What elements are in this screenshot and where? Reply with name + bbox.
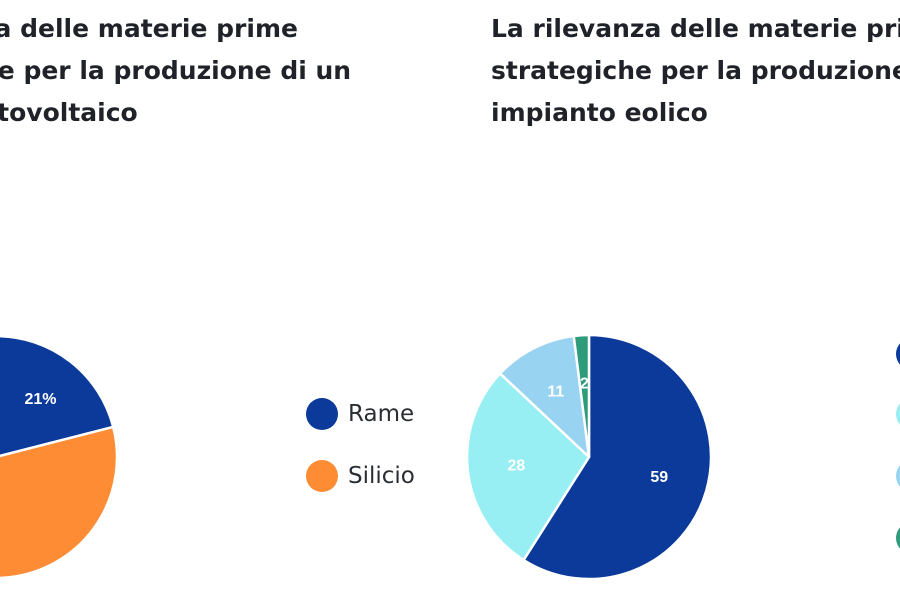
pie-1-slice-0[interactable] — [522, 333, 713, 581]
legend-item-rame[interactable]: Rame — [306, 398, 414, 430]
legend-dot — [896, 522, 900, 554]
pie-0-slice-0[interactable] — [0, 334, 115, 458]
title-line: za delle materie prime — [0, 14, 298, 43]
pie-1-slice-3[interactable] — [572, 333, 591, 459]
legend-dot — [306, 398, 338, 430]
title-line: La rilevanza delle materie prim — [491, 14, 900, 43]
pie-1-slice-1[interactable] — [465, 372, 591, 562]
legend-dot — [896, 338, 900, 370]
legend-label: Rame — [348, 401, 415, 427]
legend-item-wind-1[interactable] — [896, 338, 900, 370]
title-line: impianto eolico — [491, 98, 708, 127]
title-line: he per la produzione di un — [0, 56, 352, 85]
legend-item-wind-3[interactable] — [896, 460, 900, 492]
pie-1-slice-2-label: 11 — [547, 383, 564, 400]
legend-item-wind-2[interactable] — [896, 398, 900, 430]
pie-0-slice-0-label: 21% — [24, 391, 56, 408]
legend-label: Silicio — [348, 463, 415, 489]
legend-dot — [896, 460, 900, 492]
title-line: strategiche per la produzione — [491, 56, 900, 85]
pie-1-slice-0-label: 59 — [650, 469, 668, 486]
legend-item-silicio[interactable]: Silicio — [306, 460, 415, 492]
pie-1-slice-3-label: 2 — [580, 375, 589, 392]
title-line: otovoltaico — [0, 98, 138, 127]
chart-title-photovoltaic: za delle materie prime he per la produzi… — [0, 8, 351, 134]
legend-dot — [306, 460, 338, 492]
legend-item-wind-4[interactable] — [896, 522, 900, 554]
pie-1-slice-2[interactable] — [498, 334, 591, 459]
chart-title-wind: La rilevanza delle materie prim strategi… — [491, 8, 900, 134]
pie-0-slice-1[interactable] — [0, 336, 119, 580]
legend-dot — [896, 398, 900, 430]
pie-1-slice-1-label: 28 — [508, 458, 526, 475]
